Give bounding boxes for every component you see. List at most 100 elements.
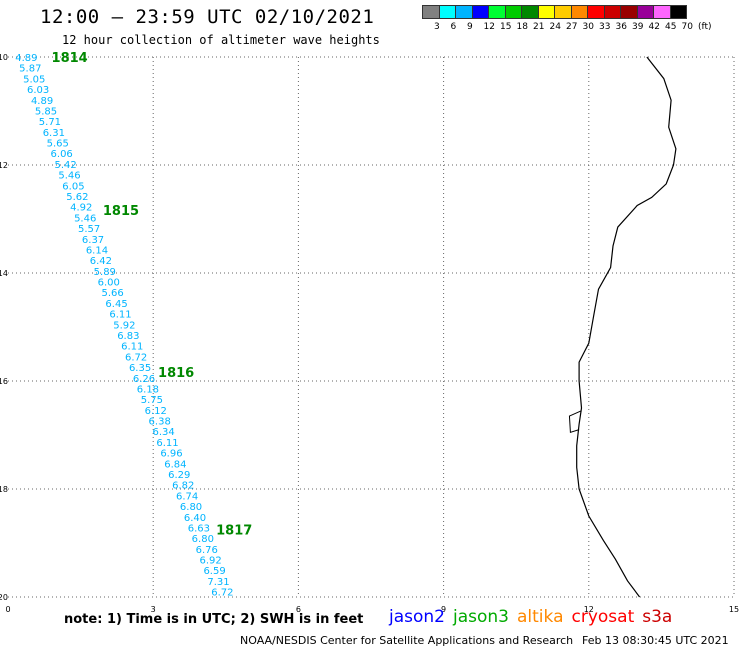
satellite-s3a: s3a	[642, 607, 673, 627]
satellite-cryosat: cryosat	[571, 607, 635, 627]
track-value: 5.92	[113, 320, 135, 331]
track-value: 5.71	[39, 117, 61, 128]
timestamp: Feb 13 08:30:45 UTC 2021	[582, 634, 729, 647]
y-tick-label: -16	[0, 377, 8, 386]
track-value: 6.72	[211, 588, 233, 599]
legend-unit: (ft)	[698, 22, 712, 32]
track-value: 6.45	[105, 299, 127, 310]
track-value: 5.05	[23, 74, 45, 85]
legend-label: 39	[632, 22, 644, 32]
track-value: 4.89	[15, 53, 37, 64]
track-value: 5.87	[19, 64, 41, 75]
track-value: 5.89	[94, 267, 116, 278]
y-tick-label: -20	[0, 593, 8, 602]
legend-label: 18	[516, 22, 528, 32]
track-value: 4.89	[31, 96, 53, 107]
coastline-inlet	[568, 410, 582, 433]
legend-label: 33	[599, 22, 611, 32]
track-value: 6.05	[62, 181, 84, 192]
legend-label: 70	[681, 22, 693, 32]
track-value: 6.96	[160, 449, 182, 460]
track-value: 6.00	[98, 278, 120, 289]
track-value: 5.85	[35, 106, 57, 117]
hour-label: 1817	[216, 524, 252, 539]
legend-label: 15	[500, 22, 512, 32]
track-value: 5.46	[74, 213, 96, 224]
legend-label: 36	[615, 22, 627, 32]
x-tick-label: 3	[151, 605, 156, 614]
satellite-altika: altika	[517, 607, 564, 627]
track-value: 6.83	[117, 331, 139, 342]
satellite-jason3: jason3	[453, 607, 509, 627]
track-value: 6.92	[200, 556, 222, 567]
hour-label: 1815	[103, 204, 139, 219]
track-value: 6.37	[82, 235, 104, 246]
credit-line: NOAA/NESDIS Center for Satellite Applica…	[240, 634, 729, 647]
track-value: 6.82	[172, 481, 194, 492]
legend-label: 24	[549, 22, 561, 32]
satellite-legend: jason2 jason3 altika cryosat s3a	[389, 607, 680, 627]
track-value: 5.57	[78, 224, 100, 235]
track-value: 6.11	[121, 342, 143, 353]
hour-label: 1814	[52, 51, 88, 66]
track-value: 5.75	[141, 395, 163, 406]
y-tick-label: -14	[0, 269, 8, 278]
track-value: 6.06	[51, 149, 73, 160]
track-value: 6.14	[86, 245, 108, 256]
track-value: 5.62	[66, 192, 88, 203]
track-value: 6.18	[137, 384, 159, 395]
track-value: 5.65	[47, 139, 69, 150]
credit-text: NOAA/NESDIS Center for Satellite Applica…	[240, 634, 574, 647]
track-value: 6.26	[133, 374, 155, 385]
track-value: 6.35	[129, 363, 151, 374]
track-value: 6.34	[152, 427, 174, 438]
legend-swatch	[669, 5, 687, 19]
track-value: 6.31	[43, 128, 65, 139]
legend-label: 42	[648, 22, 660, 32]
satellite-jason2: jason2	[389, 607, 445, 627]
track-value: 6.29	[168, 470, 190, 481]
track-value: 6.84	[164, 459, 186, 470]
track-value: 7.31	[207, 577, 229, 588]
footer-note: note: 1) Time is in UTC; 2) SWH is in fe…	[64, 612, 364, 627]
y-tick-label: -10	[0, 53, 8, 62]
legend-label: 9	[467, 22, 473, 32]
x-tick-label: 12	[584, 605, 594, 614]
legend-label: 12	[483, 22, 495, 32]
map-subtitle: 12 hour collection of altimeter wave hei…	[62, 33, 380, 47]
legend-label: 21	[533, 22, 545, 32]
x-tick-label: 0	[5, 605, 10, 614]
color-legend	[422, 5, 687, 21]
track-value: 5.66	[102, 288, 124, 299]
track-value: 6.80	[192, 534, 214, 545]
hour-label: 1816	[158, 366, 194, 381]
x-tick-label: 6	[296, 605, 301, 614]
x-tick-label: 9	[441, 605, 446, 614]
track-value: 6.12	[145, 406, 167, 417]
track-value: 6.59	[203, 566, 225, 577]
track-value: 6.03	[27, 85, 49, 96]
legend-label: 27	[566, 22, 578, 32]
track-value: 6.40	[184, 513, 206, 524]
y-tick-label: -12	[0, 161, 8, 170]
legend-label: 30	[582, 22, 594, 32]
track-value: 4.92	[70, 203, 92, 214]
track-value: 6.72	[125, 352, 147, 363]
legend-label: 45	[665, 22, 677, 32]
track-value: 6.76	[196, 545, 218, 556]
track-value: 6.11	[156, 438, 178, 449]
coastline	[576, 56, 677, 598]
track-value: 5.42	[54, 160, 76, 171]
track-value: 6.11	[109, 310, 131, 321]
track-value: 6.80	[180, 502, 202, 513]
legend-labels: 3 6 9 12 15 18 21 24 27 30 33 36 39 42 45 70 (ft)	[422, 22, 740, 34]
track-value: 5.46	[58, 171, 80, 182]
x-tick-label: 15	[729, 605, 739, 614]
track-value: 6.63	[188, 523, 210, 534]
track-value: 6.42	[90, 256, 112, 267]
map-title: 12:00 – 23:59 UTC 02/10/2021	[40, 6, 375, 28]
track-value: 6.74	[176, 491, 198, 502]
y-tick-label: -18	[0, 485, 8, 494]
track-value: 6.38	[149, 417, 171, 428]
